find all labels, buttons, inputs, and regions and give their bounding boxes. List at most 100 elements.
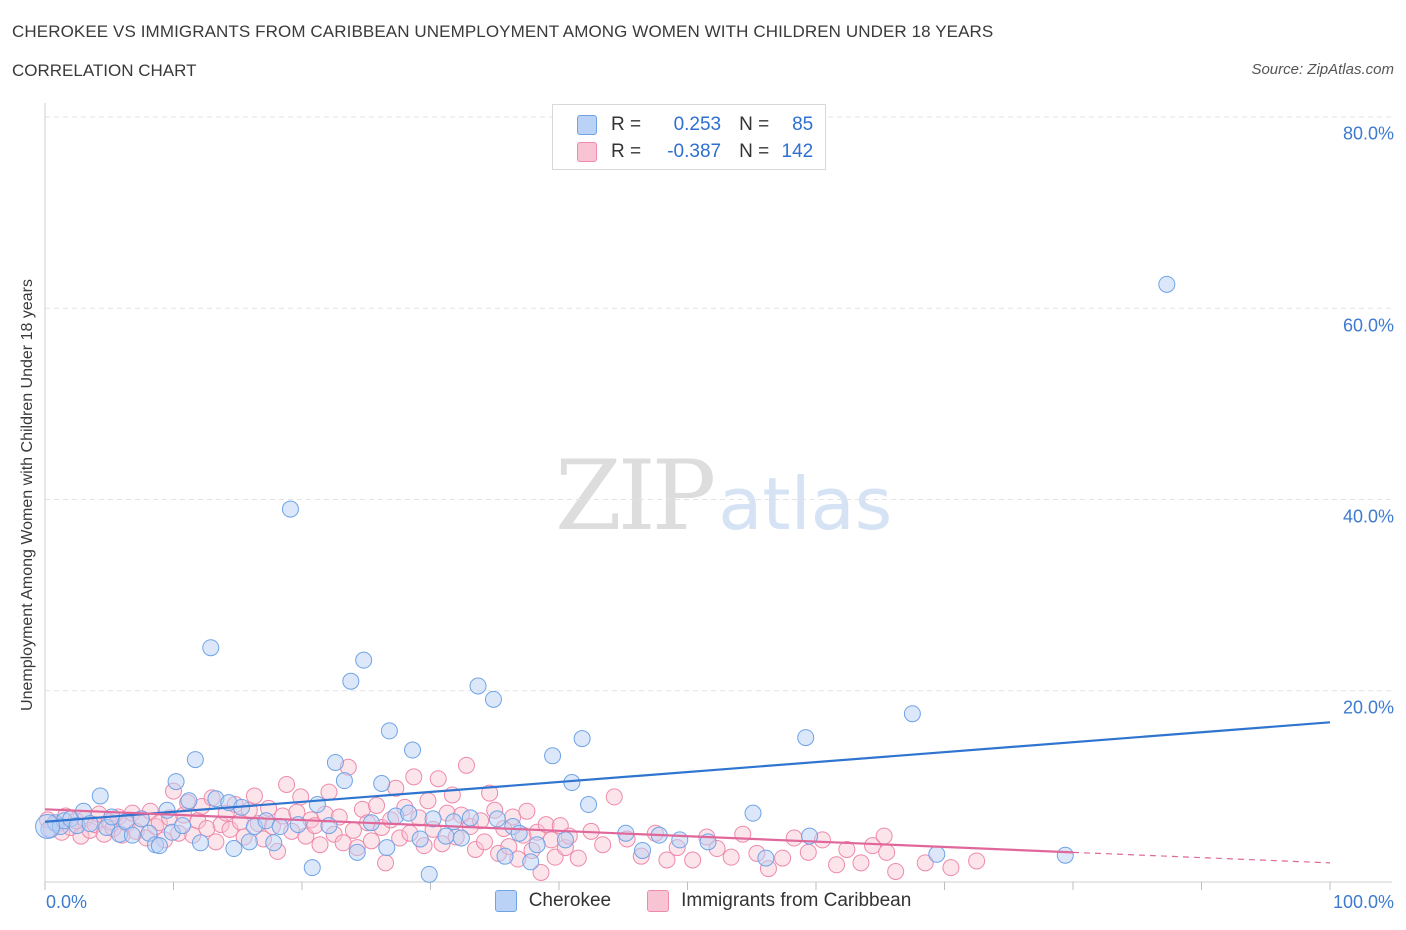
caribbean-point bbox=[320, 783, 338, 801]
correlation-legend: R = 0.253 N = 85 R = -0.387 N = 142 bbox=[552, 104, 826, 170]
caribbean-point bbox=[864, 837, 882, 855]
cherokee-point bbox=[91, 787, 109, 805]
caribbean-point bbox=[542, 831, 560, 849]
cherokee-point bbox=[281, 500, 299, 518]
cherokee-point bbox=[744, 804, 762, 822]
caribbean-point bbox=[875, 827, 893, 845]
cherokee-point bbox=[348, 843, 366, 861]
caribbean-point bbox=[594, 836, 612, 854]
cherokee-trend-line bbox=[44, 721, 1331, 823]
caribbean-point bbox=[916, 854, 934, 872]
cherokee-point bbox=[452, 829, 470, 847]
y-tick-label: 40.0% bbox=[1342, 506, 1394, 527]
y-tick-label: 20.0% bbox=[1342, 697, 1394, 718]
cherokee-point bbox=[191, 834, 209, 852]
cherokee-point bbox=[461, 809, 479, 827]
cherokee-point bbox=[580, 796, 598, 814]
cherokee-point bbox=[335, 772, 353, 790]
caribbean-point bbox=[828, 856, 846, 874]
cherokee-points bbox=[35, 275, 1176, 883]
cherokee-point bbox=[173, 817, 191, 835]
caribbean-point bbox=[785, 829, 803, 847]
legend-item-cherokee[interactable]: Cherokee bbox=[494, 890, 611, 912]
caribbean-point bbox=[532, 863, 550, 881]
cherokee-point bbox=[400, 804, 418, 822]
caribbean-point bbox=[774, 849, 792, 867]
cherokee-point bbox=[150, 837, 168, 855]
caribbean-point bbox=[799, 843, 817, 861]
caribbean-point bbox=[722, 848, 740, 866]
caribbean-point bbox=[419, 792, 437, 810]
caribbean-point bbox=[684, 851, 702, 869]
caribbean-point bbox=[207, 833, 225, 851]
cherokee-point bbox=[271, 818, 289, 836]
grid-lines bbox=[45, 116, 1392, 692]
caribbean-swatch bbox=[647, 890, 670, 912]
chart-title: CHEROKEE VS IMMIGRANTS FROM CARIBBEAN UN… bbox=[12, 22, 994, 41]
caribbean-point bbox=[968, 852, 986, 870]
cherokee-point bbox=[496, 847, 514, 865]
cherokee-point bbox=[180, 792, 198, 810]
caribbean-point bbox=[368, 797, 386, 814]
x-tick-label-min: 0.0% bbox=[46, 892, 88, 912]
cherokee-point bbox=[35, 814, 61, 840]
legend-label-caribbean: Immigrants from Caribbean bbox=[681, 890, 912, 911]
n-label: N = bbox=[739, 114, 770, 135]
legend-item-caribbean[interactable]: Immigrants from Caribbean bbox=[647, 890, 911, 912]
caribbean-point bbox=[481, 784, 499, 802]
cherokee-point bbox=[202, 639, 220, 657]
cherokee-point bbox=[634, 841, 652, 859]
caribbean-point bbox=[878, 843, 896, 861]
cherokee-point bbox=[484, 690, 502, 708]
cherokee-point bbox=[563, 774, 581, 792]
cherokee-point bbox=[528, 836, 546, 854]
cherokee-point bbox=[1158, 275, 1176, 293]
caribbean-point bbox=[887, 862, 905, 880]
caribbean-point bbox=[429, 770, 447, 788]
legend-row-caribbean: R = -0.387 N = 142 bbox=[577, 140, 813, 164]
cherokee-point bbox=[225, 840, 243, 858]
caribbean-point bbox=[852, 854, 870, 872]
cherokee-point bbox=[544, 747, 562, 765]
caribbean-point bbox=[353, 800, 371, 818]
cherokee-point bbox=[378, 839, 396, 857]
caribbean-point bbox=[537, 816, 555, 834]
caribbean-point bbox=[405, 768, 423, 786]
n-value: 142 bbox=[781, 141, 814, 162]
cherokee-swatch bbox=[494, 890, 517, 912]
cherokee-swatch bbox=[577, 115, 597, 135]
y-tick-label: 80.0% bbox=[1342, 123, 1394, 144]
cherokee-point bbox=[373, 775, 391, 793]
cherokee-point bbox=[303, 859, 321, 877]
caribbean-point bbox=[344, 821, 362, 839]
caribbean-point bbox=[475, 833, 493, 851]
caribbean-point bbox=[278, 775, 296, 793]
caribbean-point bbox=[942, 859, 960, 877]
legend-row-cherokee: R = 0.253 N = 85 bbox=[577, 113, 813, 137]
caribbean-trend-extension bbox=[1072, 851, 1331, 864]
n-label: N = bbox=[739, 141, 770, 162]
cherokee-point bbox=[488, 810, 506, 828]
cherokee-point bbox=[265, 834, 283, 852]
caribbean-point bbox=[391, 829, 409, 847]
y-axis-label: Unemployment Among Women with Children U… bbox=[19, 279, 36, 711]
cherokee-point bbox=[671, 831, 689, 849]
cherokee-point bbox=[355, 651, 373, 669]
r-label: R = bbox=[611, 141, 642, 162]
cherokee-point bbox=[797, 729, 815, 747]
cherokee-point bbox=[240, 833, 258, 851]
cherokee-point bbox=[123, 826, 141, 844]
axes bbox=[44, 103, 1392, 890]
caribbean-point bbox=[377, 854, 395, 872]
cherokee-point bbox=[510, 824, 528, 842]
caribbean-point bbox=[311, 836, 329, 854]
r-label: R = bbox=[611, 114, 642, 135]
series-legend: Cherokee Immigrants from Caribbean bbox=[0, 890, 1406, 912]
caribbean-point bbox=[457, 756, 475, 774]
source-credit: Source: ZipAtlas.com bbox=[1251, 61, 1394, 78]
r-value: -0.387 bbox=[667, 141, 722, 162]
cherokee-point bbox=[326, 753, 344, 771]
r-value: 0.253 bbox=[673, 114, 722, 135]
caribbean-point bbox=[362, 832, 380, 850]
cherokee-point bbox=[469, 677, 487, 695]
